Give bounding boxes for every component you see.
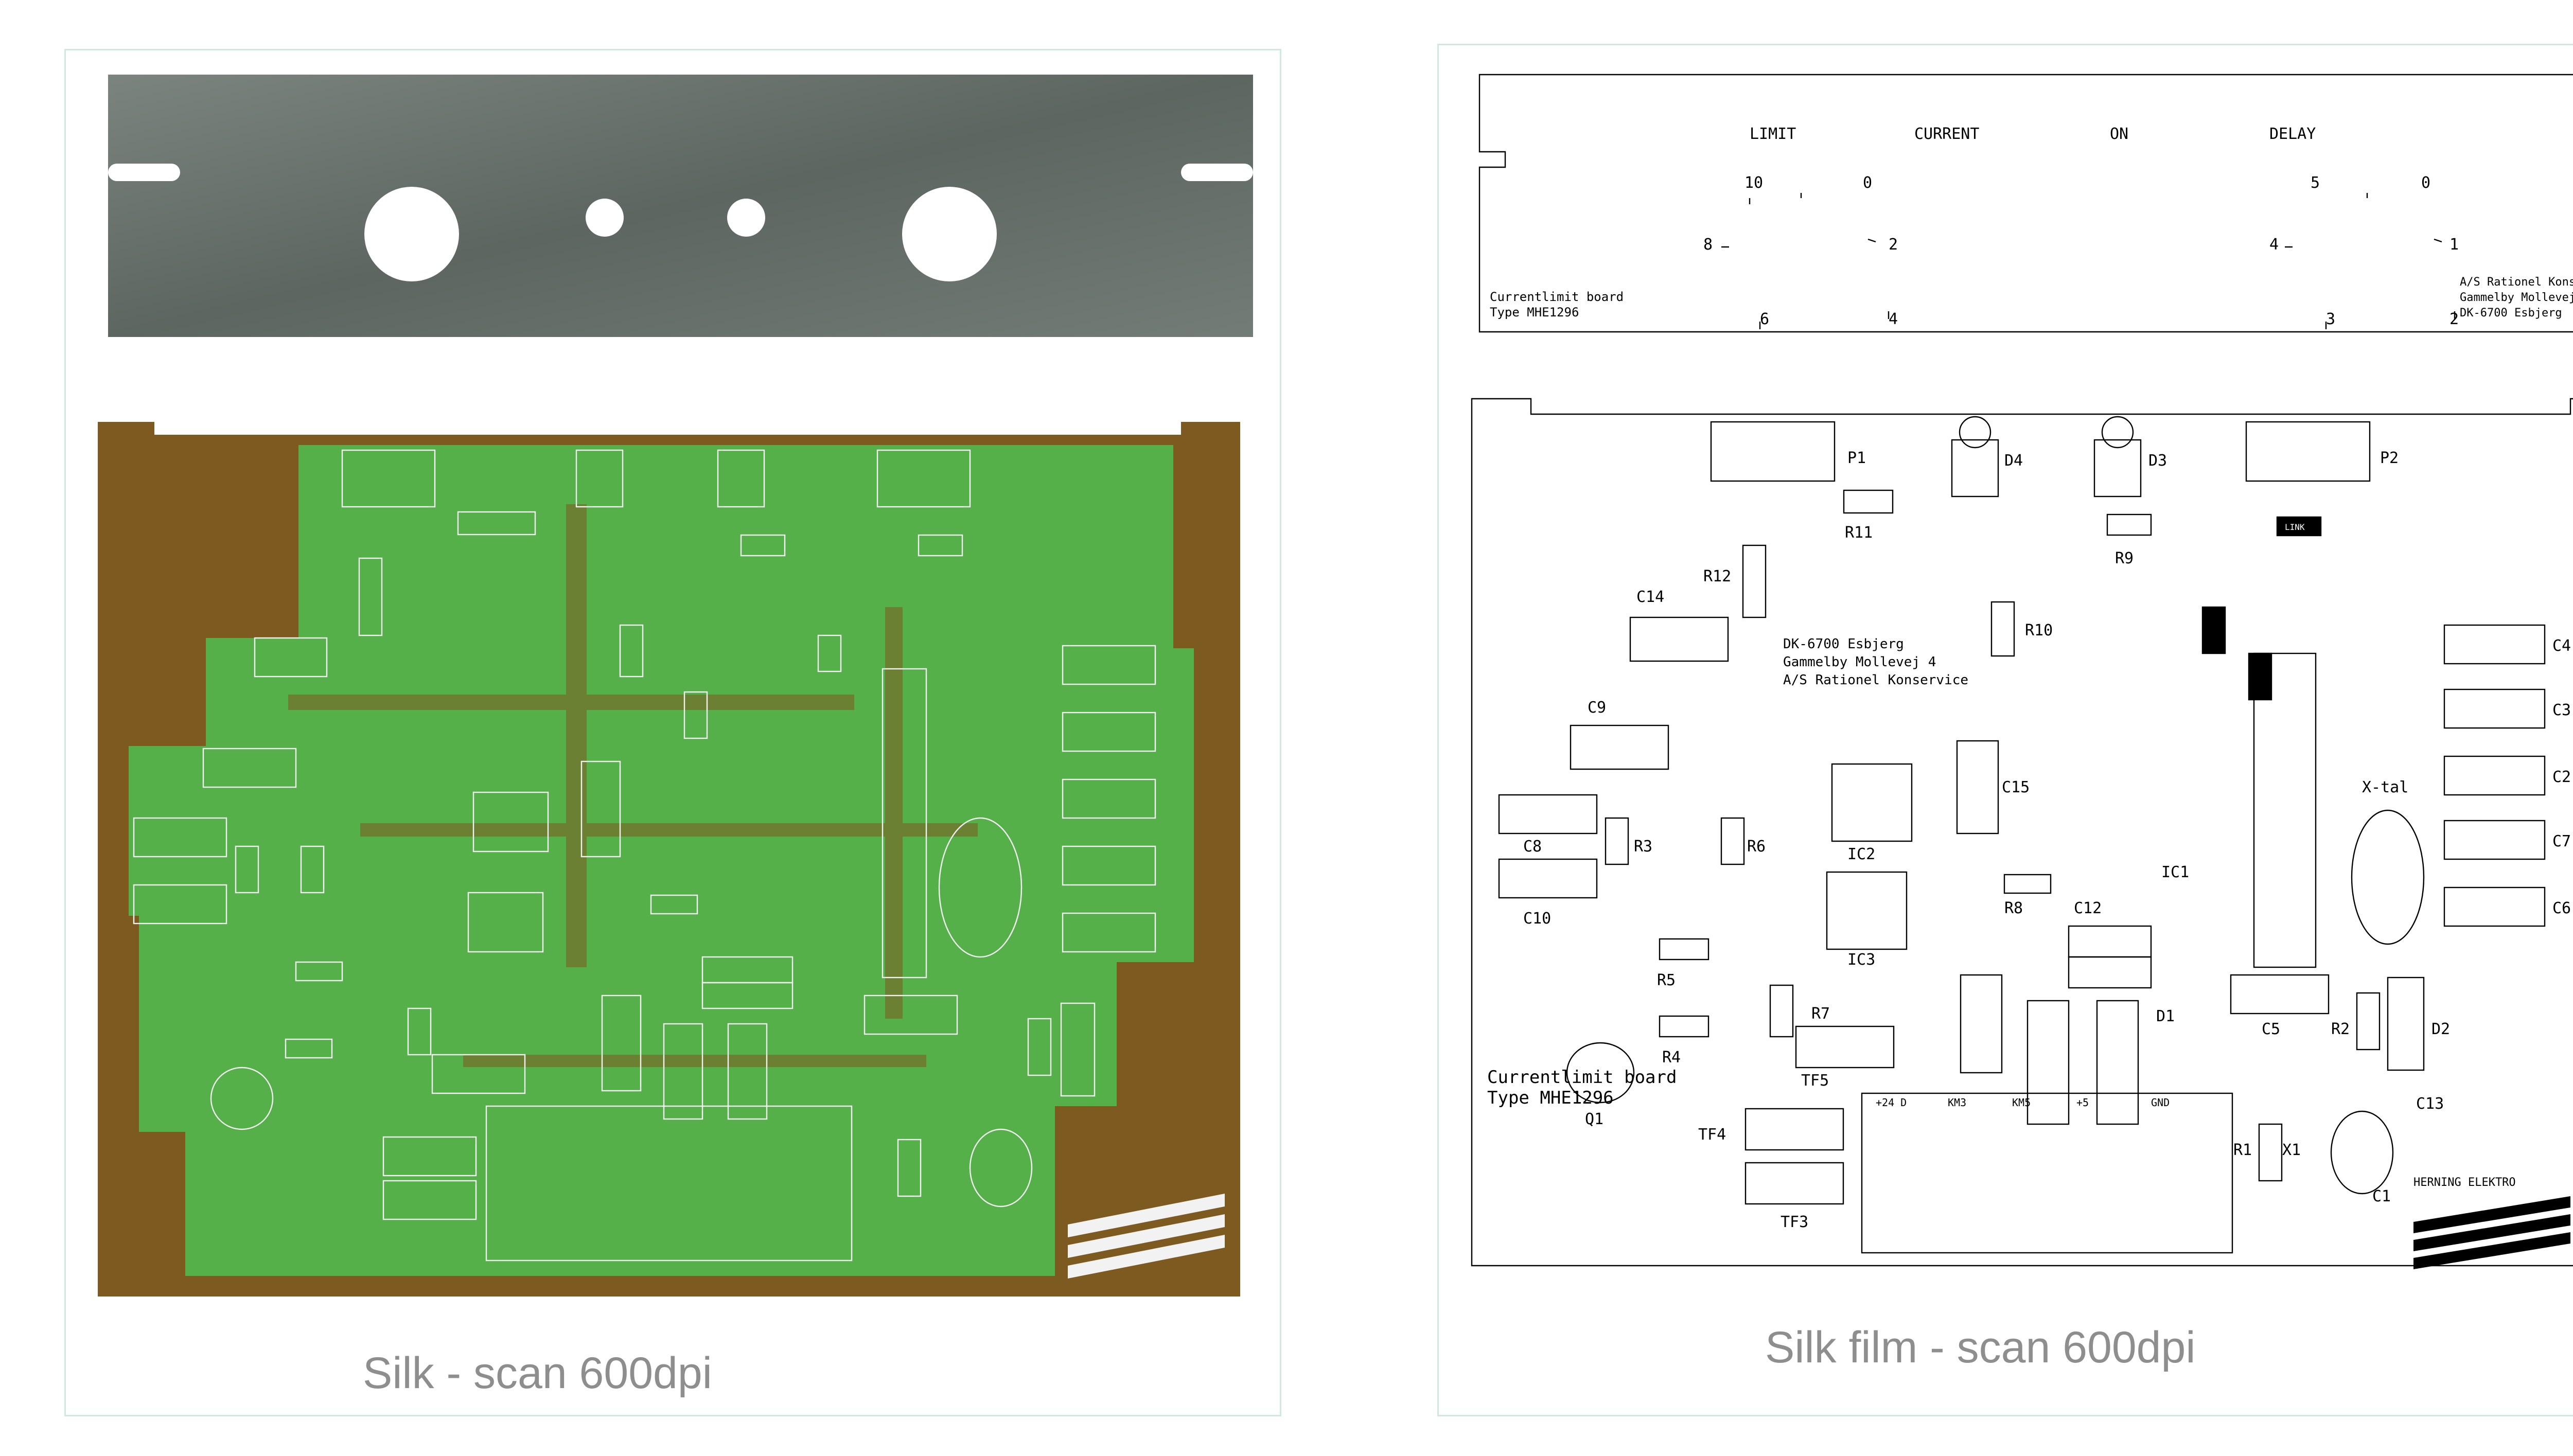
designator-c7: C7 (2552, 832, 2571, 850)
front-panel-film (1478, 74, 2573, 333)
logo-text: HERNING ELEKTRO (2413, 1176, 2516, 1189)
company-name: A/S Rationel Konservice (1783, 672, 1968, 688)
herning-elektro-logo: HERNING ELEKTRO (2413, 1176, 2570, 1269)
designator-c5: C5 (2262, 1020, 2280, 1038)
connector-pin-labels: +24 D KM3 KM5 +5 GND (1876, 1096, 2170, 1109)
pin-5v: +5 (2076, 1096, 2089, 1109)
delay-scale-3: 3 (2326, 310, 2335, 328)
panel-label-limit: LIMIT (1750, 125, 1796, 143)
designator-x-tal: X-tal (2362, 778, 2408, 796)
component-designators: P1 D4 D3 P2 R11 R9 R12 C14 R10 C4 C3 C2 … (1523, 449, 2571, 1231)
designator-tf3: TF3 (1781, 1213, 1808, 1231)
designator-c6: C6 (2552, 899, 2571, 917)
board-film-parts (1498, 416, 2546, 1254)
panel-board-title: Currentlimit board (1490, 290, 1624, 304)
designator-tf5: TF5 (1801, 1072, 1829, 1090)
delay-scale-4: 4 (2269, 236, 2279, 254)
designator-ic2: IC2 (1847, 845, 1875, 863)
company-city: DK-6700 Esbjerg (1783, 636, 1904, 652)
pin-gnd: GND (2151, 1096, 2170, 1109)
designator-r4: R4 (1662, 1049, 1681, 1067)
link-label: LINK (2285, 522, 2305, 532)
designator-d3: D3 (2148, 452, 2167, 470)
panel-label-delay: DELAY (2269, 125, 2316, 143)
right-caption: Silk film - scan 600dpi (1765, 1323, 2196, 1372)
pin-24v: +24 D (1876, 1096, 1907, 1109)
delay-scale-0: 0 (2421, 174, 2430, 192)
designator-r3: R3 (1634, 838, 1652, 856)
designator-p2: P2 (2380, 449, 2399, 467)
designator-r1: R1 (2233, 1141, 2252, 1159)
limit-scale-4: 4 (1889, 310, 1898, 328)
designator-ic1: IC1 (2161, 863, 2189, 881)
silk-film-image: LIMIT CURRENT ON DELAY 0 2 4 6 8 10 0 1 … (1471, 74, 2573, 1269)
designator-c4: C4 (2552, 637, 2571, 655)
limit-scale-8: 8 (1703, 236, 1713, 254)
delay-scale-1: 1 (2449, 236, 2459, 254)
designator-c15: C15 (2002, 778, 2030, 796)
limit-scale-6: 6 (1760, 310, 1769, 328)
aluminium-front-plate (108, 75, 1253, 337)
limit-scale-10: 10 (1744, 174, 1763, 192)
designator-c8: C8 (1523, 838, 1542, 856)
panel-label-on: ON (2110, 125, 2128, 143)
designator-r2: R2 (2331, 1020, 2350, 1038)
designator-r7: R7 (1811, 1005, 1830, 1023)
board-id-text: Currentlimit board Type MHE1296 (1487, 1067, 1677, 1108)
designator-c2: C2 (2552, 768, 2571, 786)
designator-c1: C1 (2372, 1187, 2391, 1205)
designator-r9: R9 (2115, 549, 2134, 567)
designator-x1: X1 (2282, 1141, 2301, 1159)
designator-d1: D1 (2156, 1007, 2175, 1025)
panel-board-type: Type MHE1296 (1490, 305, 1579, 319)
silk-scan-image (98, 75, 1253, 1297)
designator-p1: P1 (1847, 449, 1866, 467)
company-text: A/S Rationel Konservice Gammelby Molleve… (1783, 636, 1968, 688)
designator-r12: R12 (1703, 567, 1731, 585)
designator-d4: D4 (2004, 452, 2023, 470)
panel-label-current: CURRENT (1914, 125, 1979, 143)
designator-r5: R5 (1657, 971, 1676, 989)
designator-c13: C13 (2416, 1095, 2444, 1113)
designator-tf4: TF4 (1698, 1126, 1726, 1144)
designator-c3: C3 (2552, 701, 2571, 719)
delay-scale-5: 5 (2311, 174, 2320, 192)
pcb-board (98, 422, 1240, 1297)
designator-r11: R11 (1845, 524, 1873, 542)
designator-r10: R10 (2025, 622, 2053, 640)
link-markers: LINK (2202, 517, 2321, 700)
left-scan-frame (64, 49, 1281, 1416)
panel-company-street: Gammelby Mollevej 4 (2460, 291, 2573, 304)
board-id-type: Type MHE1296 (1487, 1088, 1614, 1108)
company-street: Gammelby Mollevej 4 (1783, 654, 1936, 670)
left-caption: Silk - scan 600dpi (363, 1348, 712, 1398)
designator-c14: C14 (1636, 588, 1664, 606)
board-id-title: Currentlimit board (1487, 1067, 1677, 1088)
designator-q1: Q1 (1585, 1110, 1603, 1128)
designator-d2: D2 (2431, 1020, 2450, 1038)
designator-r8: R8 (2004, 899, 2023, 917)
panel-company-city: DK-6700 Esbjerg (2460, 307, 2562, 319)
pin-km5: KM5 (2012, 1096, 2031, 1109)
designator-c9: C9 (1588, 699, 1606, 717)
limit-scale-0: 0 (1863, 174, 1872, 192)
delay-scale-2: 2 (2449, 310, 2459, 328)
designator-c10: C10 (1523, 910, 1551, 928)
designator-ic3: IC3 (1847, 951, 1875, 969)
panel-company-name: A/S Rationel Konservice (2460, 276, 2573, 289)
right-scan-frame (1437, 44, 2573, 1416)
designator-c12: C12 (2074, 899, 2102, 917)
board-film-outline (1471, 398, 2573, 1267)
designator-r6: R6 (1747, 838, 1766, 856)
pin-km3: KM3 (1948, 1096, 1966, 1109)
front-panel-labels: LIMIT CURRENT ON DELAY 0 2 4 6 8 10 0 1 … (1490, 125, 2573, 328)
limit-scale-2: 2 (1889, 236, 1898, 254)
